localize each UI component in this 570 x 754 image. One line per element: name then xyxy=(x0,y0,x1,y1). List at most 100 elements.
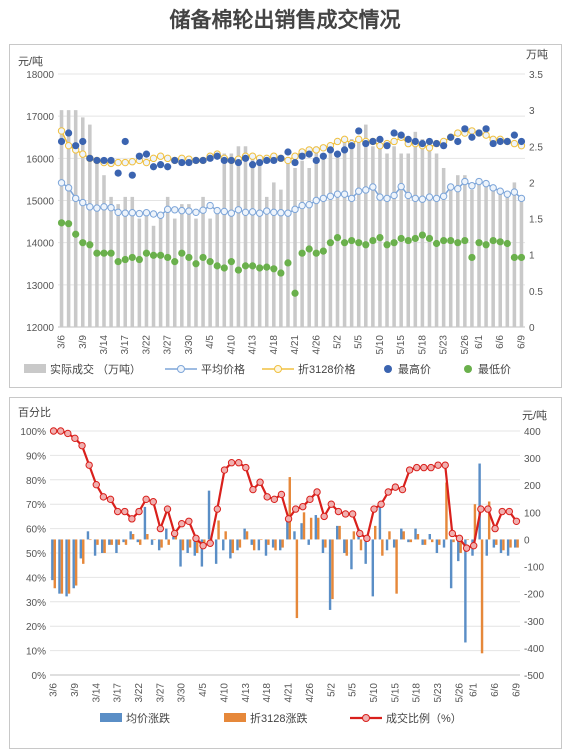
avg-change-bar xyxy=(400,528,403,540)
low-price-point xyxy=(482,241,490,249)
price-3128-point xyxy=(156,152,165,160)
high-price-point xyxy=(213,152,221,160)
high-price-point xyxy=(404,135,412,143)
legend-3128-change-label: 折3128涨跌 xyxy=(250,711,307,725)
volume-bar xyxy=(194,218,198,327)
legend-high-marker xyxy=(384,365,392,373)
change-3128-bar xyxy=(217,520,220,540)
low-price-point xyxy=(319,247,327,255)
low-price-point xyxy=(397,234,405,243)
legend-avg-change-label: 均价涨跌 xyxy=(126,711,170,725)
volume-bar xyxy=(208,218,212,327)
avg-price-point xyxy=(277,209,285,217)
deal-ratio-point xyxy=(327,500,335,508)
avg-change-bar xyxy=(442,539,446,548)
deal-ratio-point xyxy=(405,466,414,474)
high-price-point xyxy=(510,131,518,139)
legend-3128-label: 折3128价格 xyxy=(298,362,355,376)
price-3128-point xyxy=(340,135,349,144)
change-3128-bar xyxy=(231,539,235,553)
left-tick-label: 90% xyxy=(26,451,46,462)
high-price-point xyxy=(425,137,434,146)
low-price-point xyxy=(355,239,363,247)
low-price-point xyxy=(348,236,356,245)
volume-bar xyxy=(264,196,269,327)
change-ratio-panel: 百分比 元/吨 0% 10% 20% 30% 40% 50% 60% 70% 80% 90% 100% -… xyxy=(9,397,562,749)
change-3128-bar xyxy=(288,477,291,540)
avg-change-bar xyxy=(179,539,182,567)
avg-change-bar xyxy=(150,539,154,545)
x-tick-label: 4/18 xyxy=(262,683,273,703)
x-tick-label: 3/17 xyxy=(120,335,131,355)
volume-bar xyxy=(293,167,297,327)
deal-ratio-point xyxy=(163,505,172,513)
avg-price-point xyxy=(171,206,179,214)
volume-bar xyxy=(243,146,248,327)
change-3128-bar xyxy=(487,501,491,540)
avg-change-bar xyxy=(236,539,239,551)
price-3128-point xyxy=(149,154,158,163)
high-price-point xyxy=(305,150,313,158)
low-price-point xyxy=(79,239,87,247)
avg-price-point xyxy=(496,187,504,195)
right-tick-label: 200 xyxy=(524,481,541,492)
right-tick-label: 3.5 xyxy=(529,70,543,81)
change-3128-bar xyxy=(60,539,64,594)
change-3128-bar xyxy=(110,539,113,545)
high-price-point xyxy=(291,158,299,167)
deal-ratio-point xyxy=(242,463,250,472)
deal-ratio-point xyxy=(420,463,428,472)
avg-change-bar xyxy=(435,539,439,553)
high-price-point xyxy=(178,158,186,167)
deal-ratio-point xyxy=(149,498,157,506)
right-tick-label: -100 xyxy=(524,563,544,574)
avg-price-point xyxy=(376,193,384,201)
avg-price-point xyxy=(142,209,151,217)
avg-change-bar xyxy=(307,539,310,545)
avg-price-point xyxy=(510,188,519,196)
avg-change-bar xyxy=(478,463,481,540)
right-tick-label: -500 xyxy=(524,671,544,682)
deal-ratio-point xyxy=(448,529,457,538)
left-tick-label: 18000 xyxy=(26,70,54,81)
avg-price-point xyxy=(291,205,299,214)
legend-3128-change-swatch xyxy=(224,713,246,722)
deal-ratio-point xyxy=(235,459,243,467)
avg-price-point xyxy=(362,186,370,194)
volume-bar xyxy=(73,110,78,328)
volume-bar xyxy=(151,225,156,327)
left-tick-label: 10% xyxy=(26,647,46,658)
avg-change-bar xyxy=(300,523,303,540)
price-3128-point xyxy=(79,150,87,158)
change-3128-bar xyxy=(103,539,106,553)
avg-price-point xyxy=(298,201,306,210)
high-price-point xyxy=(454,137,462,146)
low-price-point xyxy=(390,239,398,247)
avg-price-point xyxy=(71,194,80,203)
volume-bar xyxy=(172,218,177,327)
volume-bar xyxy=(392,146,396,327)
change-3128-bar xyxy=(402,531,405,540)
low-price-point xyxy=(369,236,377,245)
high-price-point xyxy=(503,137,511,146)
volume-bar xyxy=(222,153,227,327)
high-price-point xyxy=(100,156,108,165)
right-tick-label: -300 xyxy=(524,617,544,628)
avg-change-bar xyxy=(136,539,140,543)
high-price-point xyxy=(149,163,158,171)
avg-change-bar xyxy=(229,539,232,559)
avg-change-bar xyxy=(514,539,517,548)
high-price-point xyxy=(248,161,257,169)
avg-price-point xyxy=(241,208,250,217)
low-price-point xyxy=(440,236,448,245)
low-price-point xyxy=(298,249,306,257)
avg-change-bar xyxy=(321,539,325,553)
avg-price-point xyxy=(319,194,328,203)
deal-ratio-point xyxy=(156,524,165,533)
avg-change-bar xyxy=(385,539,389,551)
volume-bar xyxy=(328,146,333,327)
change-3128-bar xyxy=(445,482,448,540)
x-tick-label: 5/15 xyxy=(396,335,407,355)
volume-bar xyxy=(498,189,503,327)
low-price-point xyxy=(234,266,243,274)
